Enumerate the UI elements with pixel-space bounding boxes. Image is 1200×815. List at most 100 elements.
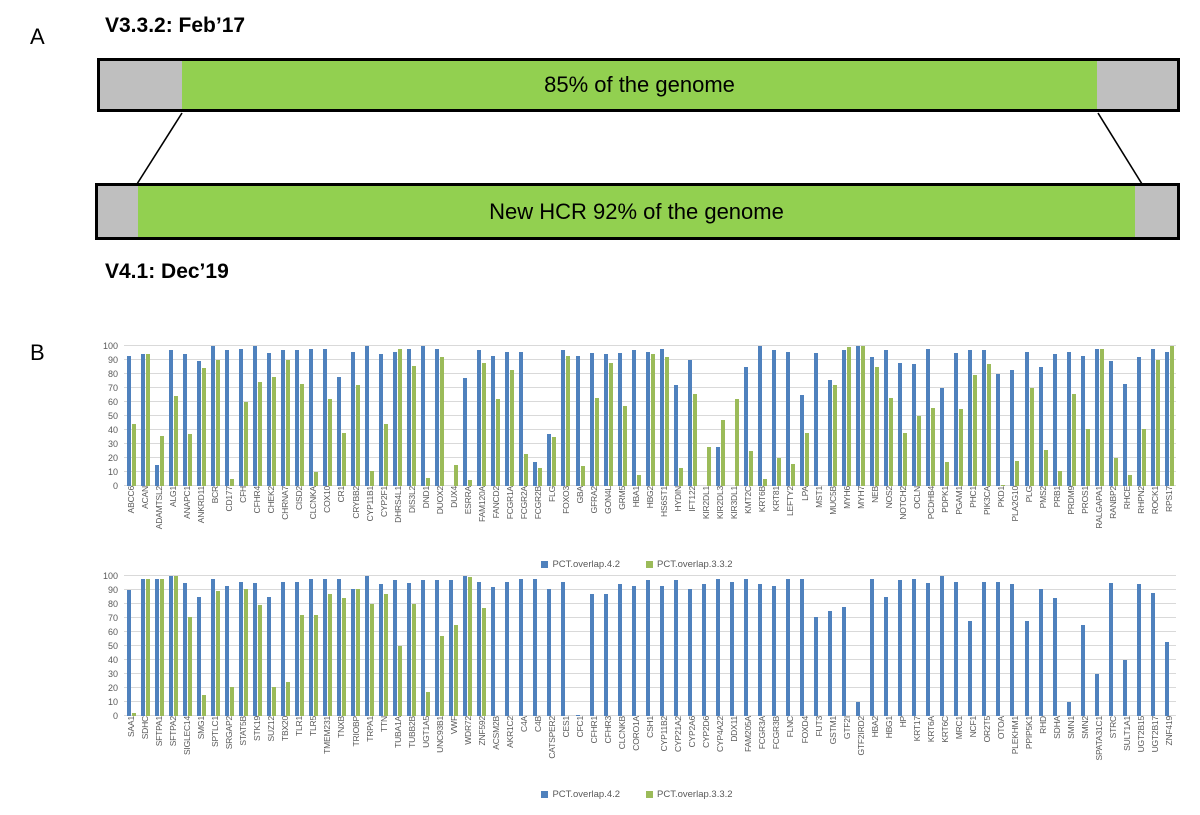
gene-label-column: ABCC6 [124, 486, 138, 556]
gene-label: ALG1 [168, 486, 179, 507]
bar-group [896, 346, 910, 486]
gene-label-column: TLR1 [292, 716, 306, 786]
bar-group [882, 576, 896, 716]
legend-item: PCT.overlap.3.3.2 [646, 789, 733, 800]
bar-pct-overlap-4-2 [659, 348, 664, 486]
gene-label-column: CFHR3 [601, 716, 615, 786]
bar-group [924, 346, 938, 486]
gene-label-column: WDR72 [461, 716, 475, 786]
gene-label: HS6ST1 [659, 486, 670, 517]
bar-pct-overlap-4-2 [771, 585, 776, 716]
bar-group [489, 346, 503, 486]
gene-label-column: CR1 [334, 486, 348, 556]
gene-label-column: KRT6C [938, 716, 952, 786]
gene-label: KMT2C [743, 486, 754, 514]
bar-group [573, 576, 587, 716]
y-tick-label: 60 [107, 627, 118, 637]
gene-label-column: CYP2A6 [685, 716, 699, 786]
gene-label-column: STRC [1106, 716, 1120, 786]
gene-label-column: FUT3 [812, 716, 826, 786]
bar-group [657, 576, 671, 716]
bar-pct-overlap-4-2 [673, 385, 678, 486]
gene-label: ADAMTSL2 [154, 486, 165, 530]
gene-label: CYP2A6 [687, 716, 698, 748]
gene-label: NEB [869, 486, 880, 503]
gene-label-column: CYP11B2 [657, 716, 671, 786]
bar-group [250, 576, 264, 716]
gene-label: SULT1A1 [1122, 716, 1133, 751]
gene-label: PLG [1024, 486, 1035, 503]
gene-label-column: PLG [1022, 486, 1036, 556]
gene-label: FCGR3A [757, 716, 768, 750]
gene-label: RPS17 [1164, 486, 1175, 512]
gene-label-column: PRB1 [1050, 486, 1064, 556]
gridline [124, 701, 1176, 702]
version-title-v332: V3.3.2: Feb’17 [105, 14, 246, 37]
legend-swatch [541, 561, 549, 568]
bar-group [938, 576, 952, 716]
gene-label: DND1 [420, 486, 431, 509]
panel-b-label: B [30, 340, 45, 365]
gene-label-column: STK19 [250, 716, 264, 786]
gene-label: DUOX2 [434, 486, 445, 515]
gene-label-column: FCGR3B [769, 716, 783, 786]
bar-group [840, 576, 854, 716]
gene-label: TRPA1 [364, 716, 375, 742]
chart-legend: PCT.overlap.4.2 PCT.overlap.3.3.2 [98, 789, 1176, 800]
gene-label-column: KIR2DL3 [713, 486, 727, 556]
gene-label-column: CSH1 [643, 716, 657, 786]
gene-label-column: RHD [1036, 716, 1050, 786]
bar-group [222, 346, 236, 486]
gene-label: PRDM9 [1066, 486, 1077, 515]
bar-pct-overlap-3-3-2 [805, 432, 810, 486]
bar-group [1050, 576, 1064, 716]
gene-label: UGT2B17 [1150, 716, 1161, 753]
gene-label-column: DUX4 [447, 486, 461, 556]
gene-label-column: NEB [868, 486, 882, 556]
bar-group [910, 346, 924, 486]
panel-a-label: A [30, 24, 45, 49]
gene-label-column: CFHR4 [250, 486, 264, 556]
bar-group [1050, 346, 1064, 486]
gene-label: ZNF419 [1164, 716, 1175, 746]
bar-group [727, 576, 741, 716]
bar-group [1092, 576, 1106, 716]
gene-label-column: DHRS4L1 [391, 486, 405, 556]
gene-label-column: ADAMTSL2 [152, 486, 166, 556]
legend-label: PCT.overlap.4.2 [552, 789, 621, 800]
gene-label: SMG1 [196, 716, 207, 740]
bar-pct-overlap-4-2 [589, 353, 594, 486]
bar-pct-overlap-4-2 [1122, 660, 1127, 716]
bar-pct-overlap-3-3-2 [313, 615, 318, 716]
bar-pct-overlap-3-3-2 [496, 399, 501, 486]
bar-group [208, 346, 222, 486]
gene-label: KIR2DL1 [701, 486, 712, 520]
bar-pct-overlap-4-2 [491, 587, 496, 716]
bar-pct-overlap-4-2 [294, 581, 299, 716]
bar-group [405, 576, 419, 716]
bar-pct-overlap-3-3-2 [384, 594, 389, 716]
bar-pct-overlap-3-3-2 [257, 382, 262, 486]
gene-label-column: C4B [531, 716, 545, 786]
gene-label-column: TRPA1 [363, 716, 377, 786]
bar-pct-overlap-4-2 [547, 434, 552, 486]
gene-label-column: SUZ12 [264, 716, 278, 786]
bar-pct-overlap-4-2 [842, 606, 847, 716]
gene-label: PGAM1 [953, 486, 964, 515]
bar-pct-overlap-3-3-2 [790, 463, 795, 486]
version-title-v41: V4.1: Dec’19 [105, 260, 229, 283]
gene-label-column: HS6ST1 [657, 486, 671, 556]
gene-label-column: CISD2 [292, 486, 306, 556]
bar-pct-overlap-3-3-2 [622, 406, 627, 486]
gene-label: TUBB2B [406, 716, 417, 748]
bar-pct-overlap-4-2 [196, 361, 201, 486]
gene-label-column: PPIP5K1 [1022, 716, 1036, 786]
bar-group [531, 576, 545, 716]
bar-group [769, 346, 783, 486]
bar-pct-overlap-3-3-2 [510, 369, 515, 486]
bar-pct-overlap-4-2 [477, 581, 482, 716]
bar-pct-overlap-4-2 [210, 578, 215, 716]
gene-label-column: SPATA31C1 [1092, 716, 1106, 786]
bar-pct-overlap-4-2 [533, 462, 538, 486]
bar-group [349, 346, 363, 486]
